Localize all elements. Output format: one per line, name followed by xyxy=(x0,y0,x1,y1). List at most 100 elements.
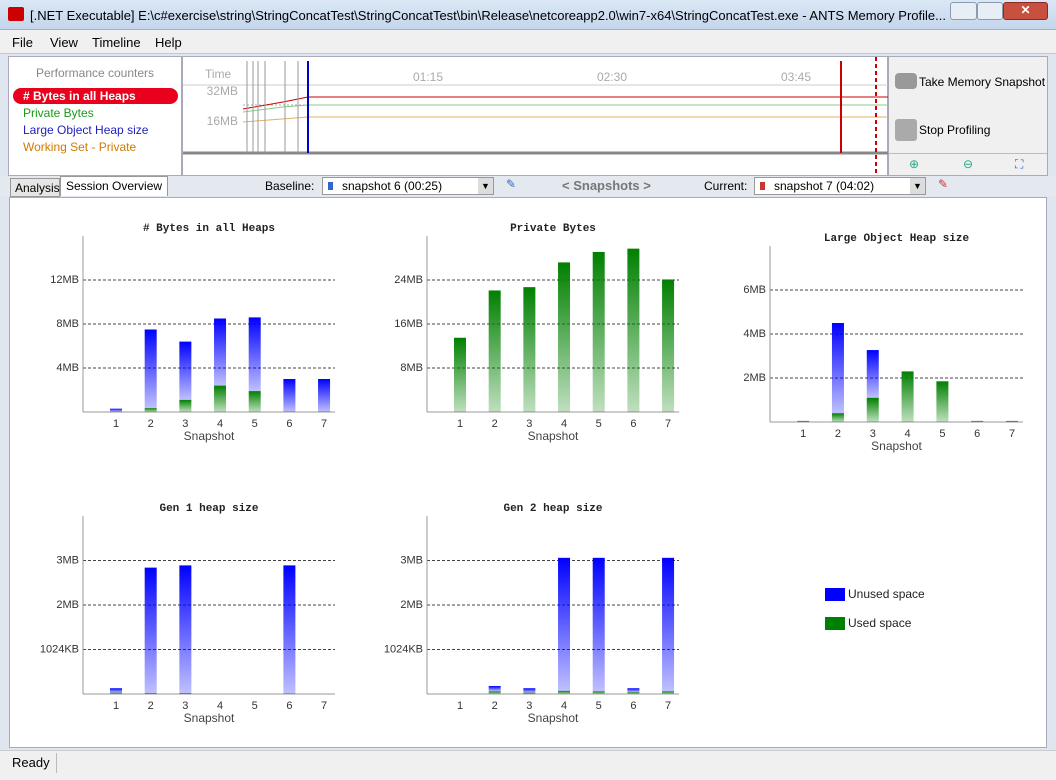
bar-segment xyxy=(558,262,571,412)
window-title: [.NET Executable] E:\c#exercise\string\S… xyxy=(30,8,946,23)
bar-segment xyxy=(592,251,605,412)
x-tick-label: 6 xyxy=(974,428,980,440)
current-value: snapshot 7 (04:02) xyxy=(774,179,875,193)
timeline[interactable]: Time 01:15 02:30 03:45 32MB 16MB xyxy=(182,56,889,177)
timeline-time: 02:30 xyxy=(597,70,627,84)
y-tick-label: 3MB xyxy=(56,554,79,566)
bar-segment xyxy=(831,323,844,414)
bar-segment xyxy=(144,567,157,694)
x-tick-label: 3 xyxy=(182,700,188,712)
current-select[interactable]: snapshot 7 (04:02) ▼ xyxy=(754,177,926,195)
baseline-select[interactable]: snapshot 6 (00:25) ▼ xyxy=(322,177,494,195)
zoom-fit[interactable]: ⛶ xyxy=(1015,157,1024,171)
bar-segment xyxy=(454,337,467,412)
timeline-curve xyxy=(242,96,889,110)
x-axis-label: Snapshot xyxy=(871,439,922,453)
bar-segment xyxy=(971,420,984,422)
menu-item[interactable]: Help xyxy=(155,35,182,50)
bar-segment xyxy=(936,381,949,422)
tab[interactable]: Analysis xyxy=(10,178,60,197)
maximize-button[interactable] xyxy=(977,2,1003,20)
bar-segment xyxy=(627,688,640,693)
bar-segment xyxy=(283,379,296,412)
y-tick-label: 24MB xyxy=(394,274,423,286)
chart-title: Gen 1 heap size xyxy=(159,503,258,515)
bar-segment xyxy=(558,557,571,691)
x-tick-label: 1 xyxy=(113,700,119,712)
separator xyxy=(889,153,1047,154)
bar-segment xyxy=(248,391,261,412)
counter[interactable]: Working Set - Private xyxy=(23,140,137,154)
edit-baseline[interactable]: ✎ xyxy=(506,177,517,191)
x-tick-label: 4 xyxy=(217,418,223,430)
separator xyxy=(56,753,57,773)
bar-segment xyxy=(866,397,879,422)
y-tick-label: 12MB xyxy=(50,274,79,286)
x-tick-label: 7 xyxy=(321,418,327,430)
x-tick-label: 5 xyxy=(939,428,945,440)
current-label: Current: xyxy=(704,179,748,193)
legend-swatch xyxy=(825,617,845,630)
bar-segment xyxy=(592,557,605,692)
timeline-axis-label: Time xyxy=(205,67,232,81)
zoom-in[interactable]: ⊕ xyxy=(909,157,920,171)
x-tick-label: 7 xyxy=(665,700,671,712)
bar-segment xyxy=(110,688,123,693)
bar-segment xyxy=(144,693,157,694)
snapshots-nav[interactable]: < Snapshots > xyxy=(562,178,651,193)
stop-profiling-button[interactable]: Stop Profiling xyxy=(919,123,991,137)
zoom-out[interactable]: ⊖ xyxy=(963,157,974,171)
bar-segment xyxy=(523,287,536,412)
x-axis-label: Snapshot xyxy=(184,711,235,725)
menu-item[interactable]: Timeline xyxy=(92,35,141,50)
selected-counter-bg xyxy=(13,88,178,104)
x-tick-label: 5 xyxy=(596,418,602,430)
x-tick-label: 7 xyxy=(665,418,671,430)
baseline-value: snapshot 6 (00:25) xyxy=(342,179,443,193)
menu-item[interactable]: View xyxy=(50,35,78,50)
bar-segment xyxy=(488,290,501,412)
bar-segment xyxy=(488,685,501,692)
close-button[interactable]: ✕ xyxy=(1003,2,1048,20)
counters-panel: Performance counters # Bytes in all Heap… xyxy=(8,56,182,176)
y-tick-label: 2MB xyxy=(743,372,766,384)
chart-title: Private Bytes xyxy=(510,223,596,235)
tab-active[interactable]: Session Overview xyxy=(60,176,168,196)
stop-icon xyxy=(895,119,917,141)
x-tick-label: 1 xyxy=(800,428,806,440)
bar-segment xyxy=(214,318,227,386)
y-tick-label: 3MB xyxy=(400,554,423,566)
edit-current[interactable]: ✎ xyxy=(938,177,949,191)
bar-segment xyxy=(523,688,536,693)
bar-segment xyxy=(662,557,675,692)
bar-segment xyxy=(831,413,844,422)
y-tick-label: 4MB xyxy=(56,362,79,374)
x-tick-label: 2 xyxy=(492,418,498,430)
x-tick-label: 7 xyxy=(1009,428,1015,440)
bar-segment xyxy=(283,565,296,694)
y-tick-label: 1024KB xyxy=(40,643,79,655)
counter[interactable]: Large Object Heap size xyxy=(23,123,149,137)
menu-item[interactable]: File xyxy=(12,35,33,50)
take-snapshot-button[interactable]: Take Memory Snapshot xyxy=(919,75,1046,89)
counter[interactable]: Private Bytes xyxy=(23,106,94,120)
y-tick-label: 6MB xyxy=(743,284,766,296)
minimize-button[interactable] xyxy=(950,2,977,20)
bar-segment xyxy=(110,411,123,412)
bar-segment xyxy=(144,329,157,409)
counter[interactable]: # Bytes in all Heaps xyxy=(23,89,136,103)
x-tick-label: 1 xyxy=(113,418,119,430)
x-tick-label: 3 xyxy=(182,418,188,430)
x-tick-label: 2 xyxy=(148,418,154,430)
x-tick-label: 2 xyxy=(492,700,498,712)
app-icon xyxy=(8,7,24,21)
x-tick-label: 6 xyxy=(630,418,636,430)
bar-segment xyxy=(179,565,192,694)
bar-segment xyxy=(179,693,192,694)
y-tick-label: 2MB xyxy=(56,599,79,611)
status-text: Ready xyxy=(12,755,50,770)
x-tick-label: 4 xyxy=(905,428,911,440)
x-tick-label: 4 xyxy=(217,700,223,712)
actions-panel: Take Memory Snapshot Stop Profiling ⊕ ⊖ … xyxy=(888,56,1048,176)
